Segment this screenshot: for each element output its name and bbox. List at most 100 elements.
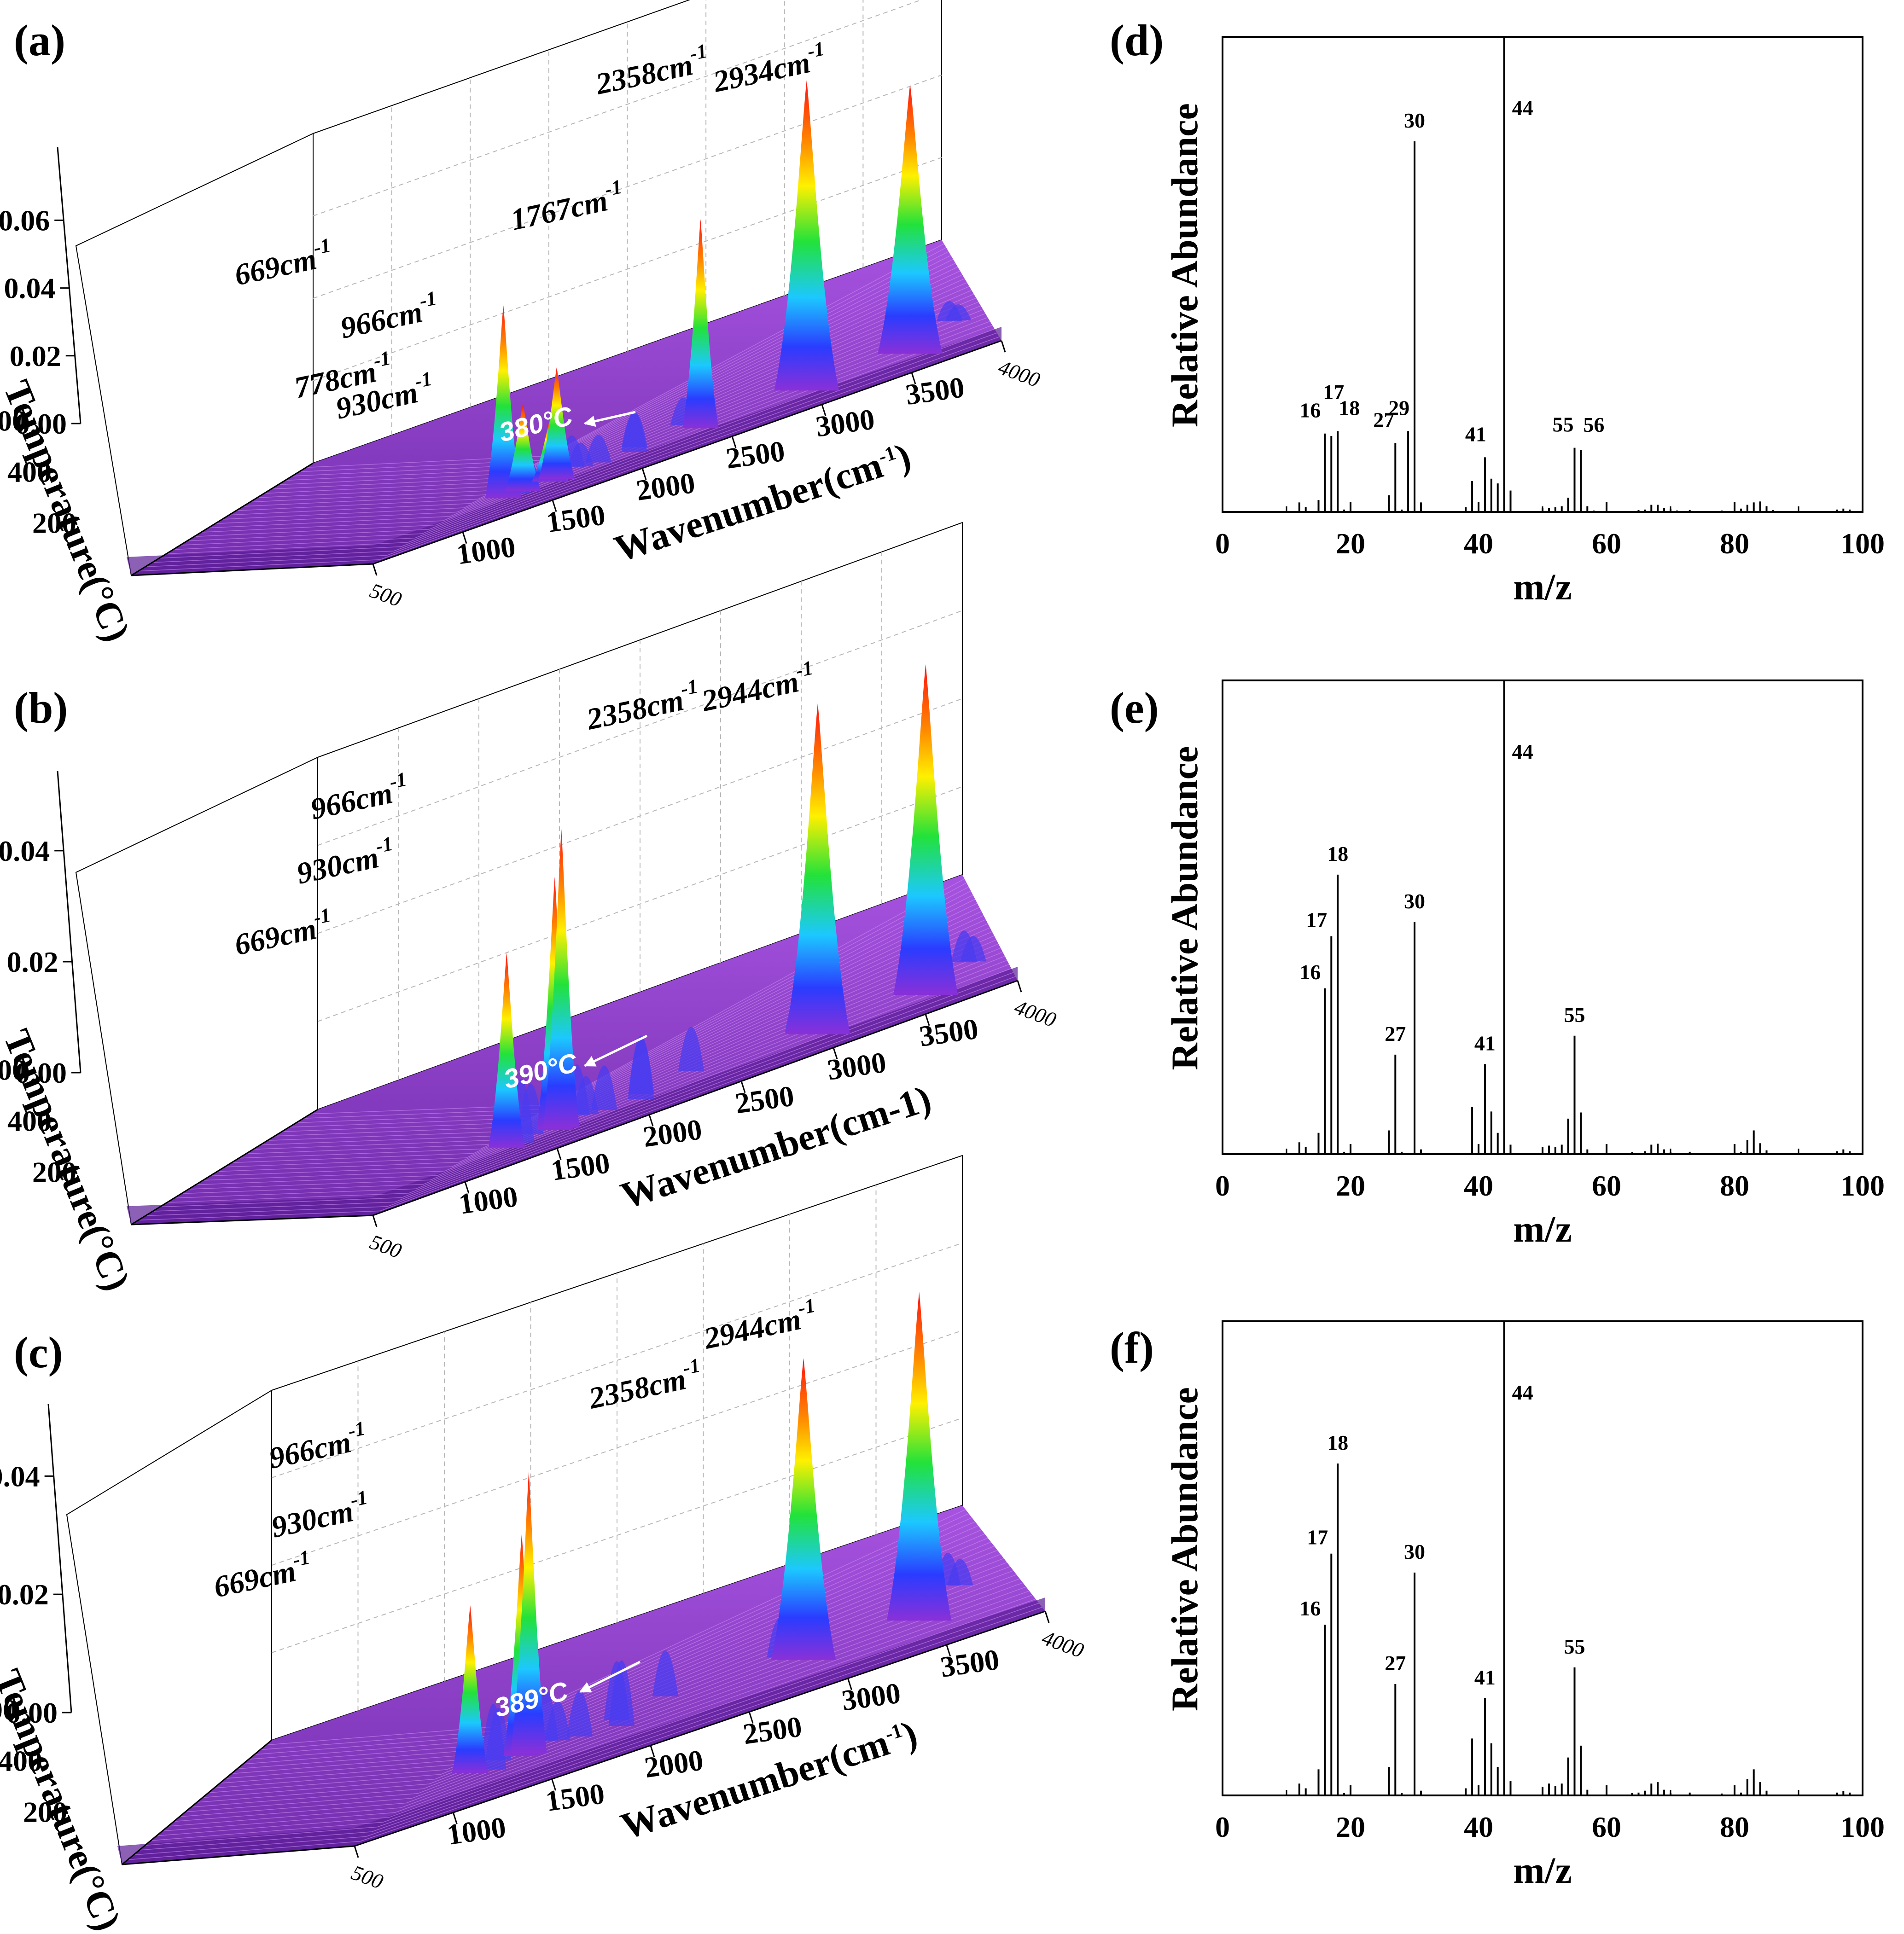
mesh-line	[138, 976, 1016, 1221]
temp-tick-label: 400	[7, 1105, 52, 1138]
wn-tick	[372, 1215, 378, 1227]
ms-peak-label-41: 41	[1465, 422, 1486, 446]
wn-tick-label: 2000	[641, 1113, 704, 1153]
ftir-panel-a: 500 1000 1500 2000 2500 3000 3500 4000 200 400 600…	[0, 0, 1043, 647]
surface-bump	[567, 1690, 593, 1737]
wn-tick-label: 4000	[1012, 995, 1060, 1031]
grid-line	[313, 0, 922, 216]
mesh-line	[128, 1607, 1042, 1860]
surface-bump	[945, 304, 972, 320]
wn-tick	[1017, 980, 1022, 993]
peak-label-2358: 2358cm-1	[585, 1354, 705, 1416]
peak-label-669: 669cm-1	[210, 1546, 315, 1604]
temperature-axis-title: Temperature(°C)	[0, 1024, 138, 1296]
mesh-line	[138, 336, 1000, 572]
wn-tick	[731, 436, 737, 448]
wn-tick-label: 2500	[724, 435, 787, 475]
ms-peak-label-30: 30	[1404, 889, 1425, 913]
wn-tick	[925, 1014, 930, 1026]
front-axis	[122, 1845, 355, 1865]
wavenumber-axis	[373, 340, 1002, 565]
ftir-panel-c: 500 1000 1500 2000 2500 3000 3500 4000 200 400 600…	[0, 1155, 1087, 1934]
absorbance-axis	[47, 1404, 72, 1713]
front-axis	[131, 563, 373, 576]
peak-2944	[893, 664, 958, 995]
wavenumber-axis	[354, 1610, 1046, 1847]
ms-panel-f: 0 20 40 60 80 100 16 17 18 27 30 41 44 55 m/z Relative …	[1110, 1320, 1885, 1891]
temp-tick-label: 200	[32, 1156, 76, 1189]
wn-tick-label: 500	[349, 1860, 386, 1893]
wn-tick	[650, 1745, 655, 1757]
temperature-axis	[131, 462, 314, 576]
x-tick-label: 0	[1215, 1169, 1230, 1202]
grid-line	[313, 157, 942, 381]
wn-tick-label: 3500	[903, 371, 967, 411]
ms-peak-label-18: 18	[1327, 1431, 1348, 1454]
mz-axis-title: m/z	[1513, 1849, 1572, 1891]
x-tick-label: 100	[1840, 527, 1885, 560]
peak-966	[538, 367, 575, 480]
ms-peak-label-16: 16	[1299, 399, 1321, 422]
ms-peak-label-44: 44	[1512, 1381, 1533, 1404]
panel-letter: (c)	[14, 1328, 63, 1377]
mesh-line	[152, 329, 995, 563]
mesh-line	[159, 325, 993, 559]
wavenumber-axis	[373, 980, 1018, 1216]
ms-peak-label-16: 16	[1299, 960, 1321, 984]
wn-tick-label: 1000	[445, 1811, 508, 1851]
mesh-line	[151, 1591, 1030, 1841]
z-tick-label: 0.00	[15, 407, 67, 440]
plot-frame	[1222, 36, 1863, 513]
grid-line	[271, 1417, 963, 1653]
surface-bump	[628, 1035, 654, 1099]
mesh-line	[145, 332, 997, 567]
absorbance-axis	[57, 147, 82, 424]
wn-tick-label: 2000	[634, 466, 697, 507]
temp-tick-label: 600	[0, 1694, 17, 1726]
panel-letter: (f)	[1110, 1323, 1154, 1372]
surface-bump	[678, 1027, 704, 1071]
wn-tick	[1001, 340, 1006, 353]
ms-peak-label-17: 17	[1306, 908, 1327, 932]
mesh-line	[139, 1598, 1036, 1851]
ms-peak-label-16: 16	[1299, 1597, 1321, 1620]
wn-tick-label: 500	[367, 578, 405, 611]
wn-tick-label: 2500	[741, 1710, 804, 1750]
wn-tick	[464, 1181, 470, 1194]
temperature-axis	[122, 1739, 272, 1865]
panel-letter: (b)	[14, 683, 68, 732]
z-tick-label: 0.00	[15, 1057, 67, 1089]
wn-tick	[821, 404, 827, 417]
wn-tick-label: 1500	[544, 498, 607, 539]
panel-letter: (d)	[1110, 16, 1164, 65]
mesh-line	[166, 321, 990, 554]
grid-line	[271, 1243, 963, 1478]
wn-tick	[354, 1846, 359, 1858]
surface-bump	[960, 936, 986, 962]
peak-label-966: 966cm-1	[307, 768, 412, 826]
surface-bump	[621, 412, 647, 452]
wn-tick	[946, 1644, 951, 1657]
wn-tick	[847, 1678, 852, 1690]
peak-label-669: 669cm-1	[231, 234, 336, 292]
z-tick-label: 0.02	[0, 1578, 49, 1611]
wn-tick	[551, 1778, 557, 1791]
peak-1767	[682, 219, 719, 429]
wn-tick	[911, 372, 916, 384]
mesh-line	[133, 1603, 1039, 1855]
x-tick-label: 100	[1840, 1811, 1885, 1843]
z-tick-label: 0.04	[0, 1460, 40, 1493]
wn-tick	[452, 1812, 458, 1824]
wn-tick-label: 1500	[549, 1146, 612, 1187]
wn-tick-label: 3500	[917, 1012, 980, 1053]
surface-bump	[947, 1559, 973, 1586]
wn-tick	[740, 1081, 746, 1093]
ms-peak-label-27: 27	[1373, 408, 1394, 431]
mesh-line	[167, 960, 1007, 1203]
temperature-axis	[131, 1109, 318, 1225]
wn-tick	[641, 468, 647, 480]
wn-tick-label: 3000	[825, 1045, 888, 1086]
wn-tick-label: 500	[367, 1230, 405, 1263]
surface-bump	[652, 1650, 678, 1696]
